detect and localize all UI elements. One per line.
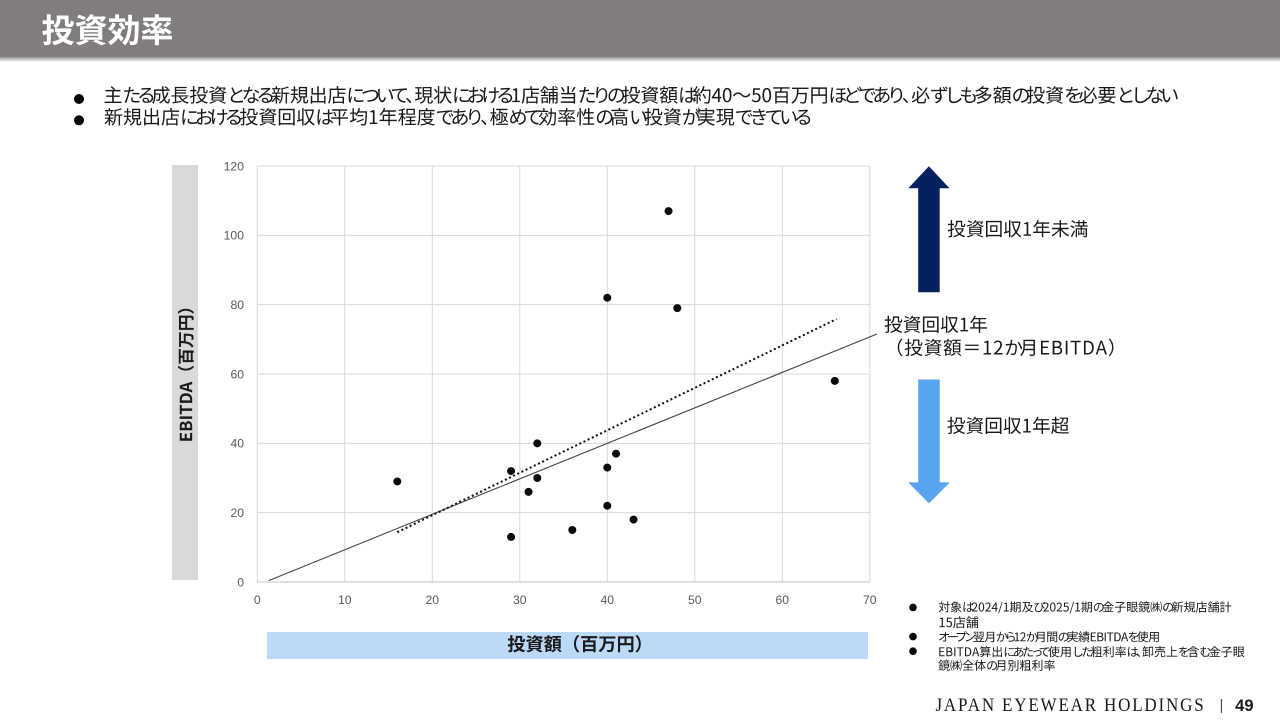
svg-text:60: 60 bbox=[230, 367, 244, 381]
svg-text:JAPAN EYEWEAR HOLDINGS: JAPAN EYEWEAR HOLDINGS bbox=[936, 695, 1206, 716]
svg-text:60: 60 bbox=[776, 593, 790, 607]
svg-text:0: 0 bbox=[237, 575, 244, 589]
svg-text:|: | bbox=[1220, 697, 1224, 714]
svg-text:50: 50 bbox=[688, 593, 702, 607]
svg-text:10: 10 bbox=[338, 593, 352, 607]
svg-text:20: 20 bbox=[426, 593, 440, 607]
svg-text:120: 120 bbox=[224, 159, 245, 173]
svg-text:30: 30 bbox=[513, 593, 527, 607]
svg-text:40: 40 bbox=[601, 593, 615, 607]
svg-text:40: 40 bbox=[230, 437, 244, 451]
svg-text:49: 49 bbox=[1235, 697, 1253, 715]
svg-text:100: 100 bbox=[224, 229, 245, 243]
svg-text:20: 20 bbox=[230, 506, 244, 520]
svg-text:80: 80 bbox=[230, 298, 244, 312]
svg-text:70: 70 bbox=[863, 593, 877, 607]
svg-text:0: 0 bbox=[254, 593, 261, 607]
